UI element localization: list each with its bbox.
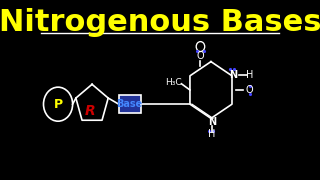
Text: O: O bbox=[245, 85, 253, 95]
Text: R: R bbox=[84, 104, 95, 118]
Text: H: H bbox=[246, 70, 253, 80]
Text: H: H bbox=[209, 129, 216, 139]
Text: N: N bbox=[208, 117, 216, 127]
Text: P: P bbox=[53, 98, 63, 111]
Text: Nitrogenous Bases: Nitrogenous Bases bbox=[0, 8, 320, 37]
Text: N: N bbox=[229, 70, 237, 80]
Text: Base: Base bbox=[116, 99, 143, 109]
Text: O: O bbox=[197, 51, 204, 61]
Bar bbox=[119, 95, 140, 113]
Text: H₃C: H₃C bbox=[165, 78, 181, 87]
